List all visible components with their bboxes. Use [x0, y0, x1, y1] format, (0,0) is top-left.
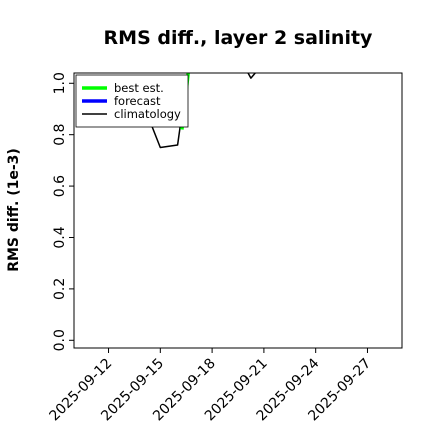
legend-label: climatology — [114, 107, 181, 121]
y-axis-label: RMS diff. (1e-3) — [6, 148, 22, 272]
y-tick-label: 0.2 — [52, 278, 68, 300]
legend-label: best est. — [114, 81, 164, 95]
y-tick-label: 0.6 — [52, 175, 68, 197]
legend-label: forecast — [114, 94, 161, 108]
series-line-climatology — [142, 73, 257, 149]
y-tick-label: 0.0 — [52, 329, 68, 351]
y-axis: 0.0 0.2 0.4 0.6 0.8 1.0 — [52, 72, 74, 351]
y-tick-label: 1.0 — [52, 72, 68, 94]
plot-area-frame — [73, 72, 403, 349]
y-tick-label: 0.8 — [52, 124, 68, 146]
x-axis: 2025-09-122025-09-152025-09-182025-09-21… — [47, 348, 374, 424]
chart-title: RMS diff., layer 2 salinity — [104, 27, 374, 49]
y-tick-label: 0.4 — [52, 226, 68, 248]
